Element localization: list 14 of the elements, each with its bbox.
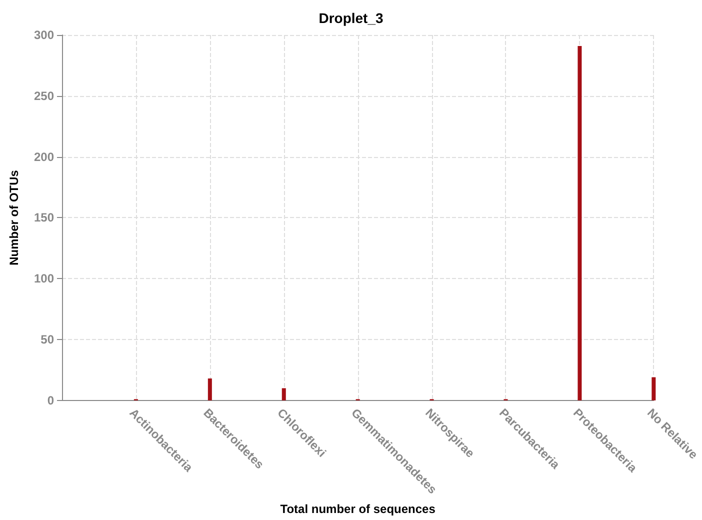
bar	[282, 388, 286, 400]
chart-title: Droplet_3	[318, 10, 384, 26]
bar	[208, 378, 212, 400]
y-tick-label: 250	[34, 88, 54, 103]
y-tick-label: 300	[34, 28, 54, 42]
bar	[578, 46, 582, 400]
bar	[652, 377, 656, 400]
y-tick-label: 0	[47, 393, 54, 408]
y-tick-label: 50	[40, 332, 54, 346]
x-axis-title: Total number of sequences	[280, 502, 436, 516]
y-axis-title: Number of OTUs	[7, 170, 21, 266]
y-tick-label: 150	[34, 210, 54, 225]
y-tick-label: 100	[34, 272, 54, 286]
y-tick-label: 200	[34, 150, 54, 164]
